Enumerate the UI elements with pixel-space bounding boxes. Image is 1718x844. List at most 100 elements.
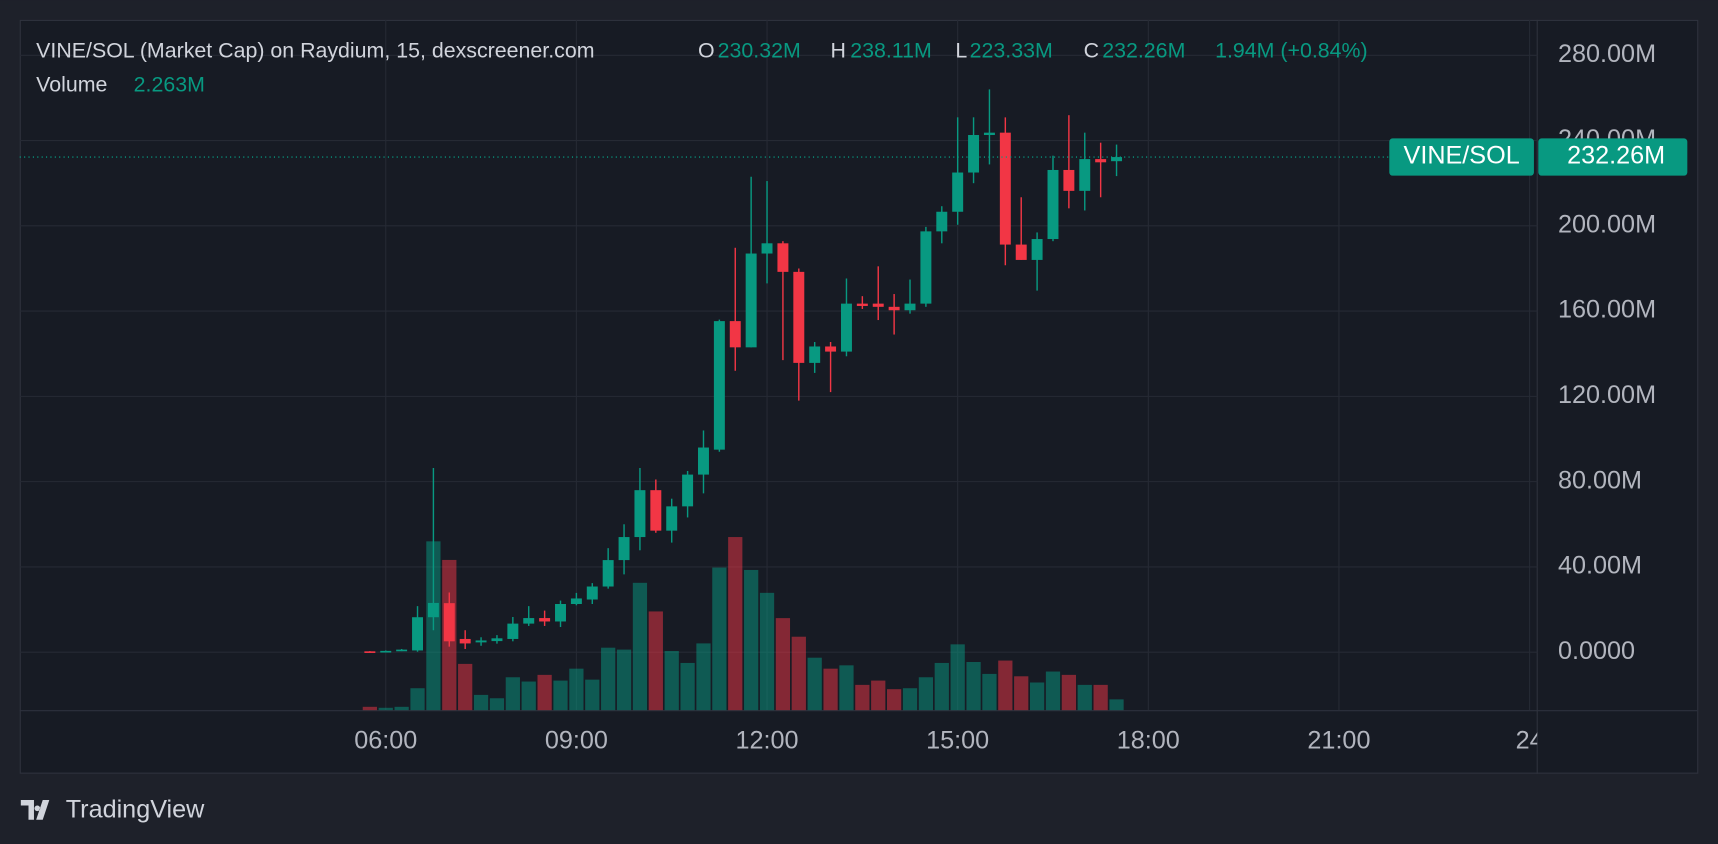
candle-body [1015,244,1027,260]
ohlc-key: O [698,38,715,62]
volume-bar [394,706,409,711]
volume-bar [1029,682,1045,711]
volume-bar [1045,671,1061,711]
candle-body [793,271,805,363]
volume-bar [632,582,648,711]
candle-body [888,306,900,311]
candle-body [412,617,424,651]
volume-bar [998,660,1013,711]
y-tick-label: 0.0000 [1558,637,1635,665]
volume-bar [473,694,489,711]
volume-bar [791,636,806,711]
x-tick-label: 21:00 [1307,727,1370,755]
symbol-label: VINE/SOL [1404,142,1520,170]
chart-title: VINE/SOL (Market Cap) on Raydium, 15, de… [36,38,594,62]
volume-bar [664,651,679,711]
candle-body [856,303,868,306]
ohlc-value: 223.33M [970,38,1053,62]
volume-bar [537,674,552,711]
volume-bar [1077,684,1092,711]
candle-body [840,303,852,352]
x-tick-label: 24 [1516,727,1544,755]
price-tag-label: 232.26M [1567,142,1665,170]
candle-body [698,447,709,475]
candle-body [1095,159,1107,163]
volume-bar [553,680,568,711]
volume-bar [855,684,870,711]
x-tick-label: 15:00 [926,727,989,755]
volume-bar [362,706,377,711]
volume-bar [982,673,997,711]
volume-bar [966,661,981,711]
volume-bar [521,681,536,711]
candle-body [555,603,566,622]
candle-body [618,537,630,561]
volume-bar [505,677,520,711]
candle-body [825,346,837,352]
volume-bar [712,567,727,711]
candle-body [952,172,964,212]
price-tag-box [1538,138,1688,176]
volume-bar [1093,684,1108,711]
candle-body [650,490,662,531]
candle-body [777,243,789,272]
volume-bar [378,707,393,711]
candle-body [666,506,678,531]
volume-bar [696,643,711,711]
candle-body [539,618,551,622]
volume-bar [902,688,918,711]
volume-bar [1109,699,1124,711]
legend-row: VINE/SOL (Market Cap) on Raydium, 15, de… [36,38,1367,62]
candle-body [602,560,614,587]
candle-body [1079,159,1091,191]
candle-body [523,618,535,624]
candles [364,89,1123,653]
volume-value: 2.263M [134,72,205,96]
candle-body [570,598,582,604]
y-tick-label: 200.00M [1558,210,1656,238]
candle-body [682,474,694,507]
candle-body [427,602,439,618]
candle-body [634,490,646,538]
volume-bar [1014,676,1029,711]
volume-bar [871,680,886,711]
y-tick-label: 80.00M [1558,466,1642,494]
candle-body [713,321,725,450]
time-axis: 06:00 09:00 12:00 15:00 18:00 21:00 24 [354,727,1544,755]
price-tag: VINE/SOL 232.26M [19,138,1688,176]
candle-body [983,132,995,136]
volume-bar [744,569,759,711]
volume-bar [759,592,775,711]
candle-body [761,243,773,254]
y-tick-label: 160.00M [1558,296,1656,324]
volume-bar [458,663,473,711]
y-tick-label: 120.00M [1558,381,1656,409]
symbol-tag [1389,138,1534,176]
volume-bar [839,665,854,711]
volume-bar [569,668,584,711]
candle-body [872,303,884,307]
volume-bar [648,611,663,711]
candle-body [904,303,916,311]
volume-bar [601,647,616,711]
volume-bar [585,679,600,711]
candle-body [459,638,471,644]
candle-body [507,623,519,639]
candle-body [729,321,741,348]
y-tick-label: 280.00M [1558,40,1656,68]
volume-bar [1061,674,1076,711]
volume-title: Volume [36,72,107,96]
brand: TradingView [20,796,205,824]
candle-body [380,650,392,653]
x-tick-label: 09:00 [545,727,608,755]
candle-body [364,651,376,653]
volume-bar [410,688,425,711]
candle-body [920,231,932,304]
candle-body [1063,169,1075,191]
candle-body [936,211,948,232]
volume-bar [934,662,949,711]
candle-body [443,603,455,642]
candle-body [1111,157,1123,162]
volume-bar [887,689,902,711]
candle-body [809,346,821,363]
